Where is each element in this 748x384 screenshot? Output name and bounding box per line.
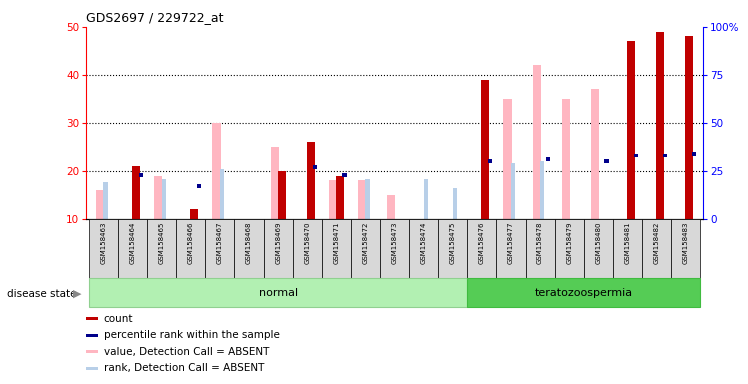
Bar bbox=[423, 179, 428, 219]
Bar bbox=[103, 182, 108, 219]
Text: GSM158475: GSM158475 bbox=[450, 222, 456, 264]
Text: GDS2697 / 229722_at: GDS2697 / 229722_at bbox=[86, 11, 224, 24]
Bar bbox=[263, 219, 292, 278]
Bar bbox=[591, 89, 599, 219]
Bar bbox=[546, 157, 551, 161]
Bar bbox=[555, 219, 583, 278]
Text: count: count bbox=[104, 314, 133, 324]
Text: GSM158470: GSM158470 bbox=[304, 222, 310, 264]
Bar bbox=[307, 142, 315, 219]
Text: GSM158465: GSM158465 bbox=[159, 222, 165, 264]
Bar bbox=[278, 171, 286, 219]
Text: rank, Detection Call = ABSENT: rank, Detection Call = ABSENT bbox=[104, 363, 264, 373]
Bar bbox=[278, 173, 282, 219]
Text: GSM158483: GSM158483 bbox=[683, 222, 689, 264]
Bar bbox=[468, 219, 497, 278]
Text: GSM158480: GSM158480 bbox=[595, 222, 601, 264]
Bar bbox=[336, 176, 344, 219]
Bar bbox=[118, 219, 147, 278]
Bar bbox=[271, 147, 279, 219]
Text: GSM158481: GSM158481 bbox=[625, 222, 631, 264]
Bar bbox=[177, 219, 206, 278]
Bar bbox=[503, 99, 512, 219]
Bar bbox=[197, 184, 201, 188]
Bar bbox=[656, 31, 664, 219]
Bar bbox=[147, 219, 177, 278]
Bar bbox=[190, 209, 198, 219]
Bar bbox=[497, 219, 526, 278]
Text: GSM158471: GSM158471 bbox=[334, 222, 340, 264]
Bar bbox=[627, 41, 635, 219]
Bar bbox=[206, 219, 234, 278]
Bar bbox=[351, 219, 380, 278]
Bar bbox=[358, 180, 366, 219]
Bar bbox=[526, 219, 555, 278]
Bar bbox=[322, 219, 351, 278]
Bar bbox=[89, 219, 118, 278]
Text: ▶: ▶ bbox=[73, 289, 82, 299]
Text: disease state: disease state bbox=[7, 289, 77, 299]
Bar bbox=[343, 173, 346, 177]
Bar bbox=[89, 278, 468, 307]
Bar bbox=[380, 219, 409, 278]
Text: GSM158474: GSM158474 bbox=[420, 222, 426, 264]
Text: GSM158464: GSM158464 bbox=[129, 222, 135, 264]
Bar bbox=[453, 188, 457, 219]
Bar bbox=[663, 154, 666, 157]
Bar bbox=[671, 219, 700, 278]
Text: GSM158476: GSM158476 bbox=[479, 222, 485, 264]
Bar bbox=[533, 65, 541, 219]
Bar bbox=[234, 219, 263, 278]
Text: GSM158467: GSM158467 bbox=[217, 222, 223, 264]
Text: GSM158478: GSM158478 bbox=[537, 222, 543, 264]
Bar bbox=[642, 219, 671, 278]
Text: GSM158477: GSM158477 bbox=[508, 222, 514, 264]
Text: GSM158482: GSM158482 bbox=[654, 222, 660, 264]
Bar bbox=[685, 36, 693, 219]
Bar bbox=[313, 165, 317, 169]
Bar bbox=[132, 166, 140, 219]
Bar bbox=[292, 219, 322, 278]
Bar bbox=[212, 123, 221, 219]
Bar bbox=[387, 195, 395, 219]
Bar bbox=[154, 176, 162, 219]
Bar bbox=[692, 152, 696, 156]
Bar bbox=[220, 169, 224, 219]
Bar bbox=[604, 159, 609, 163]
Text: GSM158469: GSM158469 bbox=[275, 222, 281, 264]
Text: GSM158468: GSM158468 bbox=[246, 222, 252, 264]
Bar bbox=[540, 161, 545, 219]
Bar bbox=[96, 190, 104, 219]
Text: GSM158463: GSM158463 bbox=[100, 222, 106, 264]
Bar bbox=[138, 173, 143, 177]
Text: normal: normal bbox=[259, 288, 298, 298]
Bar bbox=[438, 219, 468, 278]
Bar bbox=[409, 219, 438, 278]
Text: GSM158466: GSM158466 bbox=[188, 222, 194, 264]
Text: GSM158473: GSM158473 bbox=[391, 222, 398, 264]
Bar bbox=[613, 219, 642, 278]
Bar bbox=[488, 159, 492, 163]
Bar bbox=[562, 99, 570, 219]
Bar bbox=[583, 219, 613, 278]
Bar bbox=[634, 154, 637, 157]
Bar bbox=[162, 179, 166, 219]
Bar bbox=[242, 219, 250, 262]
Bar bbox=[329, 180, 337, 219]
Bar bbox=[366, 179, 370, 219]
Text: teratozoospermia: teratozoospermia bbox=[535, 288, 633, 298]
Text: GSM158472: GSM158472 bbox=[363, 222, 369, 264]
Text: GSM158479: GSM158479 bbox=[566, 222, 572, 264]
Text: value, Detection Call = ABSENT: value, Detection Call = ABSENT bbox=[104, 347, 269, 357]
Bar bbox=[481, 79, 489, 219]
Text: percentile rank within the sample: percentile rank within the sample bbox=[104, 330, 280, 340]
Bar bbox=[468, 278, 700, 307]
Bar bbox=[511, 163, 515, 219]
